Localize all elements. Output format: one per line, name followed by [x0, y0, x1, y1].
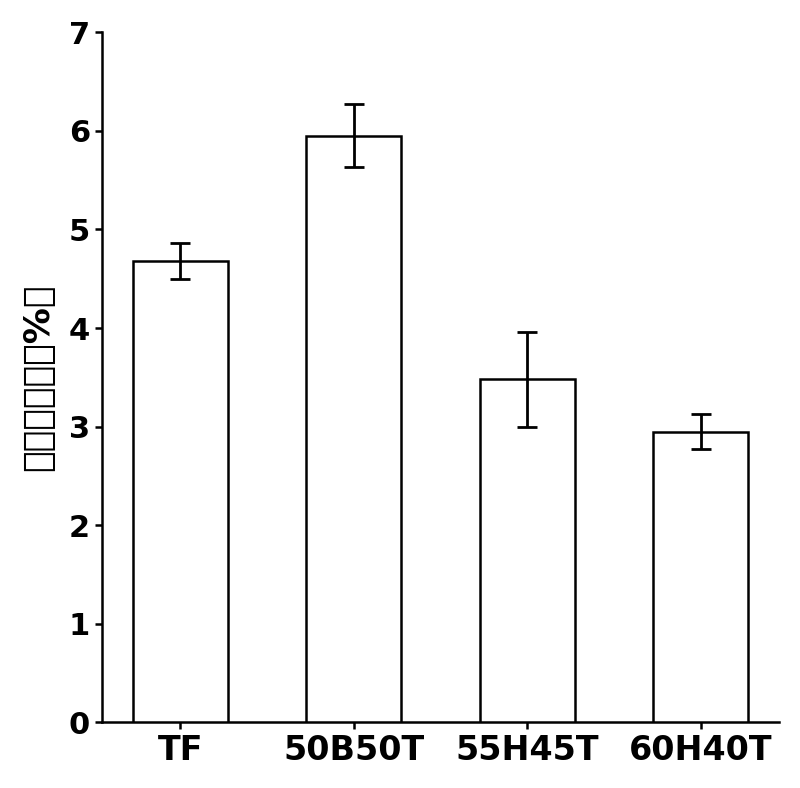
Bar [479, 379, 575, 723]
Bar [306, 136, 402, 723]
Bar [133, 261, 228, 723]
Y-axis label: 聚合收缩率（%）: 聚合收缩率（%） [21, 284, 55, 471]
Bar [653, 432, 748, 723]
